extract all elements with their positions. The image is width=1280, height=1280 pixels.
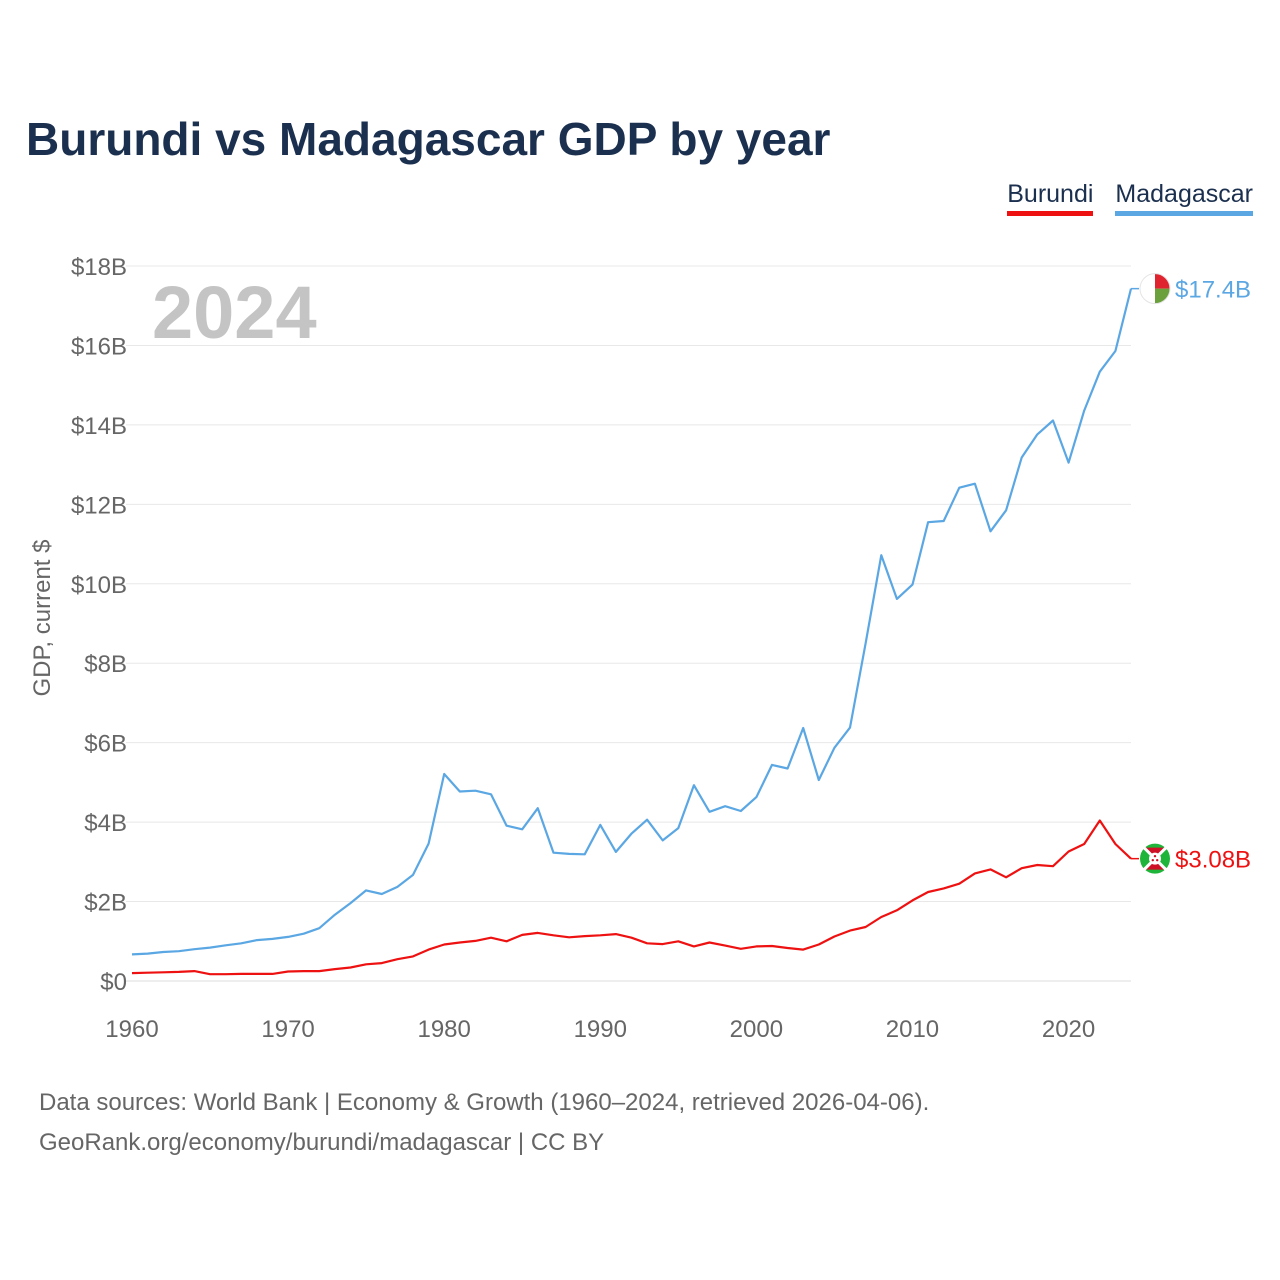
y-tick-label: $10B [71, 572, 127, 599]
end-markers: $3.08B $17.4B [1131, 273, 1251, 874]
x-axis-ticks: 1960 1970 1980 1990 2000 2010 2020 [105, 1016, 1095, 1043]
end-value-label-burundi: $3.08B [1175, 847, 1251, 874]
x-tick-label: 1960 [105, 1016, 158, 1043]
x-tick-label: 1980 [417, 1016, 470, 1043]
x-tick-label: 2000 [730, 1016, 783, 1043]
y-tick-label: $2B [84, 890, 127, 917]
chart-title: Burundi vs Madagascar GDP by year [26, 113, 831, 165]
y-tick-label: $14B [71, 413, 127, 440]
flag-icon-madagascar [1139, 273, 1171, 305]
series-line-burundi[interactable] [131, 819, 1132, 976]
grid-layer [126, 265, 1131, 982]
y-tick-label: $8B [84, 651, 127, 678]
y-tick-label: $6B [84, 731, 127, 758]
y-tick-label: $16B [71, 333, 127, 360]
legend-item-madagascar[interactable]: Madagascar [1115, 180, 1253, 216]
data-sources-text: Data sources: World Bank | Economy & Gro… [39, 1089, 930, 1116]
y-tick-label: $18B [71, 254, 127, 281]
end-value-label-madagascar: $17.4B [1175, 277, 1251, 304]
y-axis-label: GDP, current $ [29, 540, 56, 697]
series-line-madagascar[interactable] [131, 288, 1133, 956]
source-link[interactable]: GeoRank.org/economy/burundi/madagascar |… [39, 1129, 605, 1156]
year-label: 2024 [152, 271, 317, 354]
x-tick-label: 1970 [261, 1016, 314, 1043]
y-tick-label: $12B [71, 492, 127, 519]
flag-icon-burundi [1140, 843, 1170, 874]
x-tick-label: 2010 [886, 1016, 939, 1043]
x-tick-label: 2020 [1042, 1016, 1095, 1043]
series-layer [131, 288, 1133, 976]
y-tick-label: $0 [100, 969, 127, 996]
y-axis-ticks: $0 $2B $4B $6B $8B $10B $12B $14B $16B $18B [71, 254, 127, 996]
x-tick-label: 1990 [574, 1016, 627, 1043]
footer: Data sources: World Bank | Economy & Gro… [39, 1083, 929, 1163]
legend-item-burundi[interactable]: Burundi [1007, 180, 1094, 216]
chart-legend: Burundi Madagascar [1007, 180, 1253, 216]
y-tick-label: $4B [84, 810, 127, 837]
